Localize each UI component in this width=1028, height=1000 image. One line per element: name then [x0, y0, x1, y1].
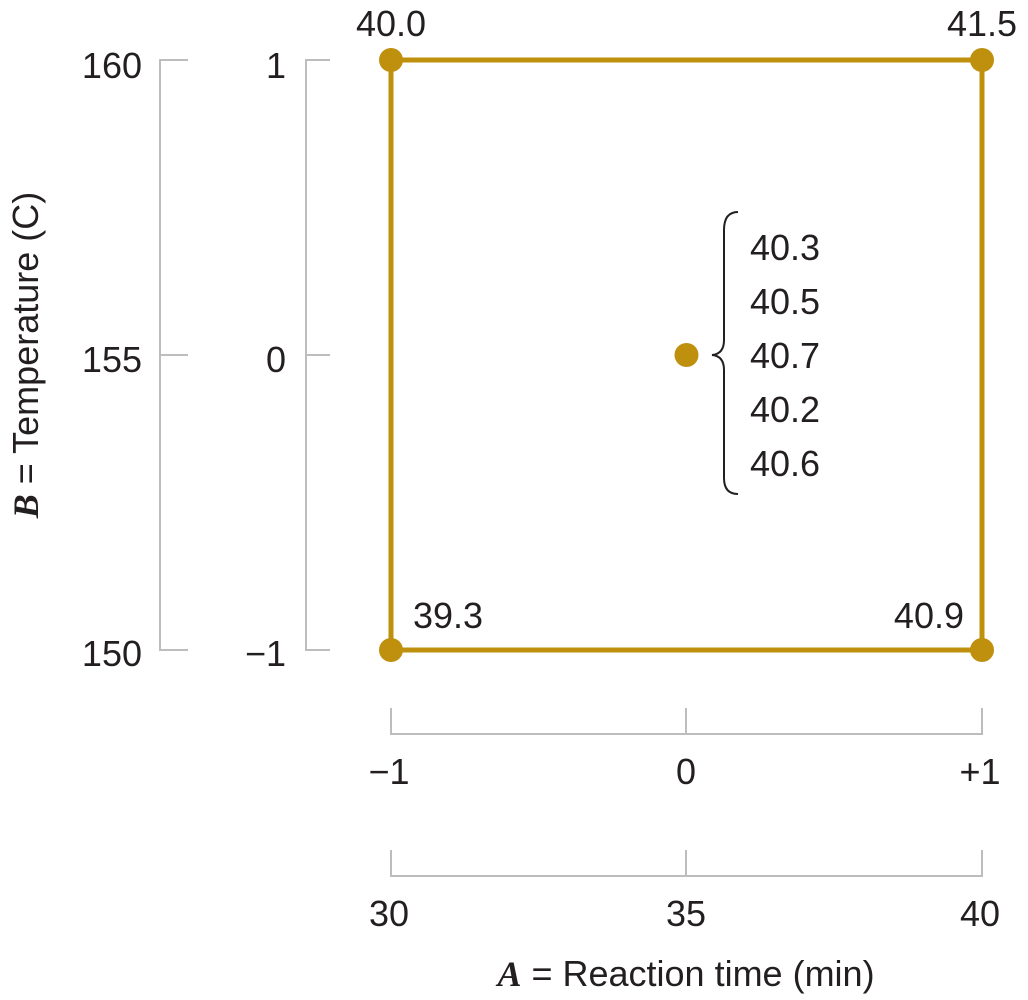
y-coded-tick-label: −1	[245, 633, 286, 674]
design-point	[674, 343, 699, 367]
y-coded-bracket	[305, 59, 330, 651]
y-coded-tick-label: 1	[266, 45, 286, 86]
center-value: 40.7	[750, 335, 820, 376]
center-value: 40.6	[750, 443, 820, 484]
x-natural-tick-label: 30	[369, 893, 409, 934]
center-value: 40.5	[750, 281, 820, 322]
x-axis-title: A = Reaction time (min)	[495, 953, 874, 994]
y-natural-tick-label: 150	[82, 633, 142, 674]
x-coded-bracket	[390, 708, 983, 735]
center-values-brace	[711, 211, 739, 495]
x-natural-bracket	[390, 850, 983, 877]
x-natural-tick-label: 35	[666, 893, 706, 934]
x-coded-tick-label: −1	[368, 751, 409, 792]
design-point	[970, 638, 994, 662]
design-points: 40.0 41.5 39.3 40.9	[356, 3, 1017, 662]
center-value: 40.2	[750, 389, 820, 430]
x-coded-tick-label: +1	[959, 751, 1000, 792]
design-point	[379, 638, 403, 662]
response-value-label: 40.9	[894, 595, 964, 636]
y-natural-bracket	[159, 59, 188, 651]
x-natural-tick-label: 40	[960, 893, 1000, 934]
response-value-label: 40.0	[356, 3, 426, 44]
design-point	[379, 48, 403, 72]
design-point	[970, 48, 994, 72]
response-value-label: 41.5	[947, 3, 1017, 44]
y-natural-tick-label: 160	[82, 45, 142, 86]
response-value-label: 39.3	[413, 595, 483, 636]
y-coded-tick-label: 0	[266, 339, 286, 380]
design-region-square	[388, 57, 985, 653]
center-value: 40.3	[750, 227, 820, 268]
y-axis-title: B = Temperature (C)	[5, 192, 46, 519]
x-coded-tick-label: 0	[676, 751, 696, 792]
y-natural-tick-label: 155	[82, 339, 142, 380]
